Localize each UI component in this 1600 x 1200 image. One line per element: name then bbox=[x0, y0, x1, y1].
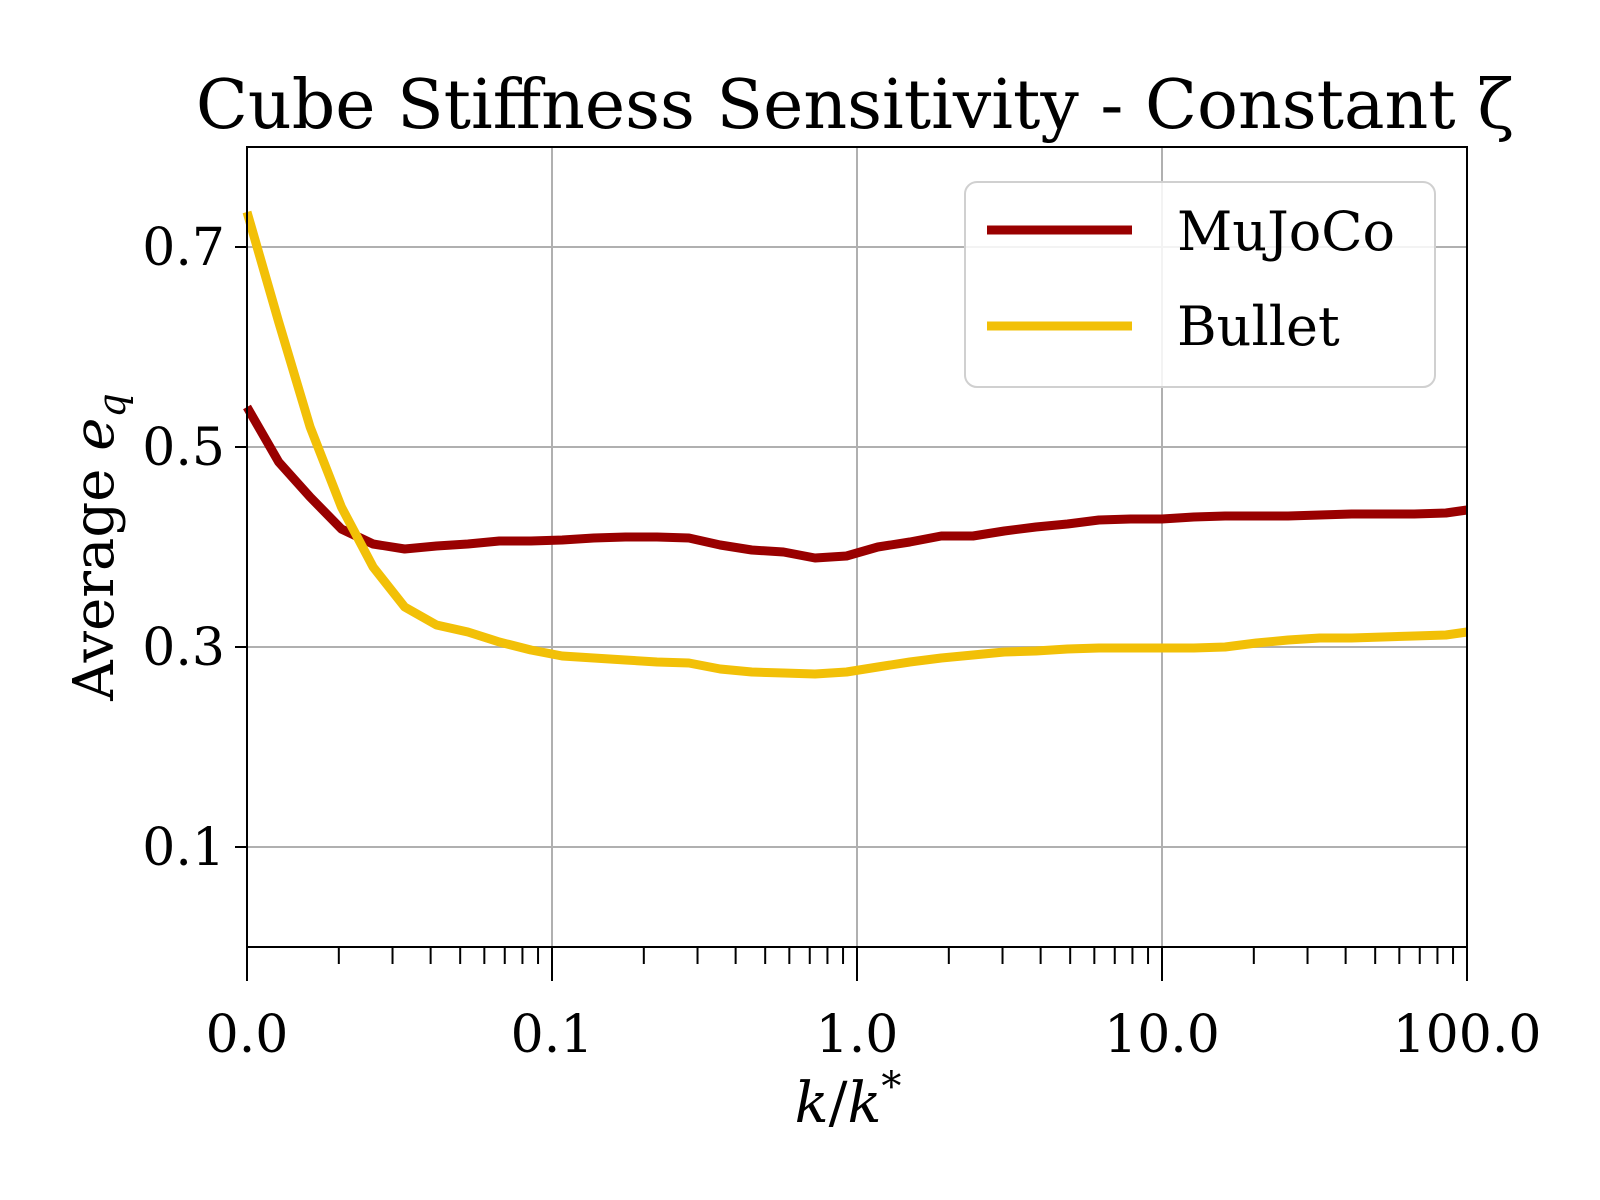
x-axis-label-k-star: k bbox=[847, 1071, 881, 1136]
series-line-mujoco bbox=[243, 404, 1468, 563]
x-tick-label: 10.0 bbox=[1104, 1005, 1220, 1065]
legend-label-bullet: Bullet bbox=[1177, 295, 1340, 358]
y-tick-label: 0.7 bbox=[142, 218, 225, 278]
x-tick-label: 0.0 bbox=[206, 1005, 289, 1065]
tick-layer: 0.0 0.1 1.0 10.0 100.0 0.1 0.3 0.5 0.7 bbox=[142, 218, 1541, 1065]
x-axis-label-star: * bbox=[881, 1064, 901, 1110]
series-layer bbox=[242, 210, 1468, 679]
y-axis-label-main: Average bbox=[62, 451, 127, 702]
y-axis-label-subscript: q bbox=[90, 393, 134, 417]
x-axis-label: k/k* bbox=[795, 1064, 902, 1136]
x-tick-label: 100.0 bbox=[1393, 1005, 1542, 1065]
legend-label-mujoco: MuJoCo bbox=[1177, 200, 1395, 263]
y-tick-label: 0.5 bbox=[142, 418, 225, 478]
series-line-bullet bbox=[242, 210, 1468, 679]
y-tick-label: 0.3 bbox=[142, 618, 225, 678]
y-axis-label-symbol: e bbox=[62, 418, 127, 451]
y-axis-label: Average eq bbox=[62, 393, 134, 701]
chart-title: Cube Stiffness Sensitivity - Constant ζ bbox=[196, 66, 1514, 145]
legend: MuJoCo Bullet bbox=[964, 181, 1436, 388]
y-tick-label: 0.1 bbox=[142, 818, 225, 878]
x-tick-label: 0.1 bbox=[511, 1005, 594, 1065]
x-tick-label: 1.0 bbox=[816, 1005, 899, 1065]
x-axis-label-slash: / bbox=[829, 1071, 848, 1136]
x-axis-label-k: k bbox=[795, 1071, 829, 1136]
